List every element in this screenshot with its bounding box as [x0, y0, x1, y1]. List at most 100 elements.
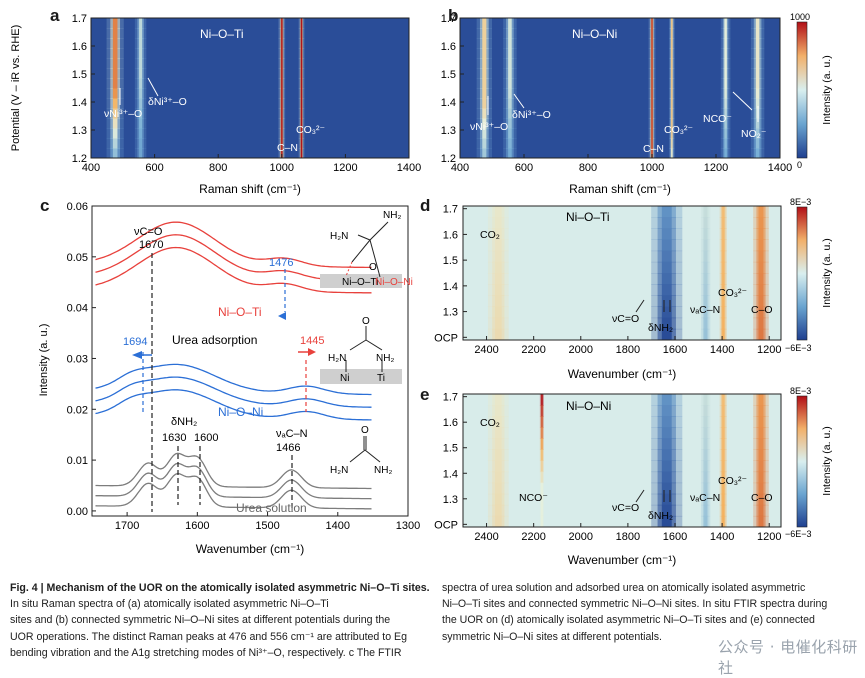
- heatmap-cell: [671, 28, 673, 39]
- heatmap-cell: [758, 515, 764, 528]
- heatmap-cell: [755, 128, 760, 139]
- heatmap-cell: [495, 284, 502, 296]
- panel-letter-a: a: [50, 6, 60, 25]
- panel-e-title: Ni–O–Ni: [566, 399, 611, 413]
- annotation-nu-co: νC=O: [612, 502, 639, 514]
- annotation-delta-nh2: δNH₂: [648, 322, 673, 334]
- arrow-left-icon: [132, 351, 142, 359]
- annotation-co3: CO₃²⁻: [718, 287, 748, 299]
- caption-left-line5: bending vibration and the A1g stretching…: [10, 646, 402, 659]
- series-line-3-2: [95, 462, 372, 500]
- ftir-band-2350: [487, 206, 509, 341]
- heatmap-cell: [724, 128, 727, 139]
- x-tick-label: 800: [579, 162, 597, 174]
- heatmap-cell: [671, 48, 673, 59]
- heatmap-cell: [671, 68, 673, 79]
- heatmap-cell: [495, 471, 502, 484]
- heatmap-cell: [758, 460, 764, 473]
- x-tick-label: 1000: [640, 162, 664, 174]
- heatmap-cell: [280, 58, 283, 69]
- heatmap-cell: [724, 68, 727, 79]
- heatmap-cell: [722, 250, 725, 263]
- heatmap-cell: [755, 98, 760, 109]
- molecule-ni: Ti: [377, 373, 385, 384]
- heatmap-cell: [755, 48, 760, 59]
- heatmap-cell: [482, 38, 487, 49]
- heatmap-cell: [495, 405, 502, 417]
- heatmap-cell: [541, 515, 543, 528]
- x-tick-label: 1200: [333, 162, 357, 174]
- y-tick-label: 1.6: [443, 229, 458, 241]
- molecule-nh2-right: NH₂: [376, 353, 394, 364]
- annotation-1600: 1600: [194, 432, 218, 444]
- y-tick-label: 1.7: [443, 204, 458, 216]
- heatmap-cell: [758, 394, 764, 406]
- heatmap-cell: [508, 128, 512, 139]
- annotation-nco: NCO⁻: [703, 113, 732, 125]
- heatmap-cell: [112, 148, 118, 159]
- heatmap-cell: [758, 273, 764, 285]
- heatmap-cell: [724, 118, 727, 129]
- heatmap-cell: [704, 228, 708, 240]
- heatmap-cell: [704, 449, 708, 461]
- heatmap-cell: [482, 58, 487, 69]
- x-tick-label: 2000: [569, 344, 593, 356]
- heatmap-cell: [661, 217, 672, 229]
- heatmap-cell: [495, 438, 502, 450]
- y-tick-label: 1.2: [441, 153, 456, 165]
- heatmap-cell: [704, 273, 708, 285]
- heatmap-cell: [661, 250, 672, 263]
- heatmap-cell: [482, 28, 487, 39]
- heatmap-cell: [724, 138, 727, 149]
- raman-band-1062: [668, 18, 675, 159]
- molecule-h2n-left: H₂N: [330, 231, 348, 242]
- heatmap-cell: [704, 261, 708, 274]
- heatmap-cell: [482, 118, 487, 129]
- heatmap-cell: [541, 504, 543, 517]
- molecule-o: O: [361, 425, 369, 436]
- annotation-delta-nh2: δNH₂: [648, 510, 673, 522]
- ftir-colorbar-d: [796, 206, 808, 341]
- heatmap-cell: [755, 38, 760, 49]
- annotation-c-o: C–O: [751, 492, 773, 504]
- heatmap-cell: [661, 228, 672, 240]
- raman-colorbar-label: Intensity (a. u.): [821, 55, 833, 124]
- heatmap-cell: [704, 306, 708, 319]
- heatmap-cell: [758, 405, 764, 417]
- heatmap-cell: [280, 98, 283, 109]
- heatmap-cell: [482, 148, 487, 159]
- caption-bold-lead: Fig. 4 | Mechanism of the UOR on the ato…: [10, 582, 430, 594]
- x-tick-label: 400: [451, 162, 469, 174]
- ftir-band-1635: [651, 394, 683, 528]
- annotation-delta-ni-o: δNi³⁺–O: [148, 96, 187, 108]
- molecule-nh2-left: H₂N: [328, 353, 346, 364]
- annotation-nu-co: νC=O: [612, 313, 639, 325]
- annotation-c-n: C–N: [643, 143, 664, 155]
- heatmap-cell: [139, 48, 143, 59]
- heatmap-cell: [758, 295, 764, 307]
- y-tick-label: 1.7: [72, 13, 87, 25]
- heatmap-cell: [758, 217, 764, 229]
- annotation-nco: NCO⁻: [519, 492, 548, 504]
- x-tick-label: 1400: [710, 344, 734, 356]
- heatmap-cell: [758, 449, 764, 461]
- heatmap-cell: [661, 273, 672, 285]
- heatmap-cell: [139, 28, 143, 39]
- heatmap-cell: [704, 328, 708, 341]
- heatmap-cell: [541, 493, 543, 506]
- heatmap-cell: [704, 515, 708, 528]
- raman-band-476: [476, 18, 492, 159]
- heatmap-background: [91, 18, 409, 158]
- heatmap-cell: [722, 515, 725, 528]
- heatmap-cell: [300, 78, 303, 89]
- heatmap-cell: [651, 68, 653, 79]
- ftir-band-1470: [700, 394, 711, 528]
- heatmap-cell: [722, 460, 725, 473]
- molecule-ni: Ni–O–Ti: [342, 277, 378, 288]
- x-tick-label: 1400: [768, 162, 792, 174]
- y-tick-label: 1.7: [441, 13, 456, 25]
- heatmap-cell: [758, 482, 764, 495]
- raman-band-556: [503, 18, 517, 159]
- heatmap-cell: [495, 460, 502, 473]
- heatmap-cell: [300, 48, 303, 59]
